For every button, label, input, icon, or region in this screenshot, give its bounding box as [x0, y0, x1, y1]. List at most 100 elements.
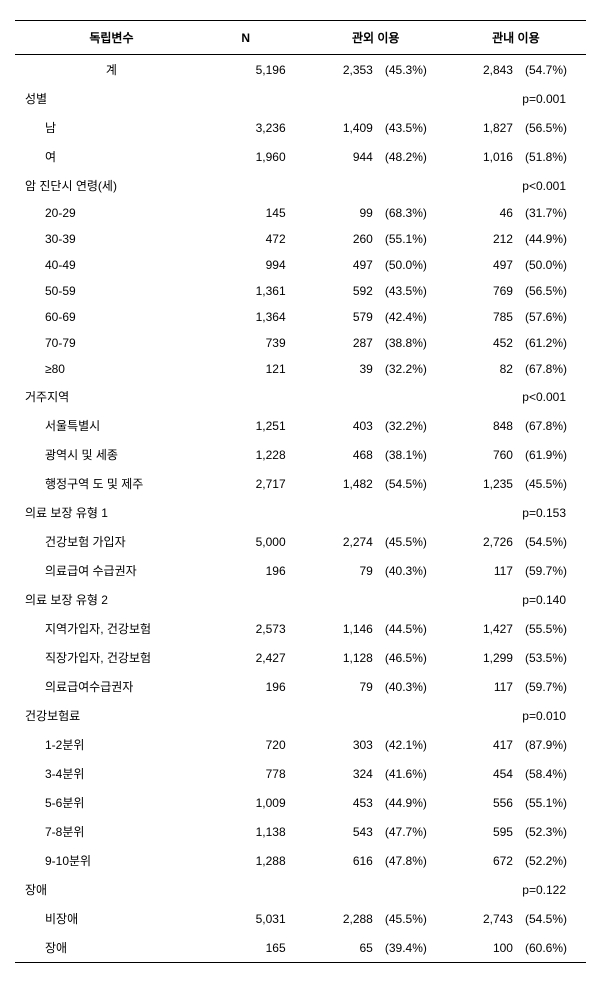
table-row: 70-79739287(38.8%)452(61.2%)	[15, 330, 586, 356]
row-in-pct: (59.7%)	[517, 672, 586, 701]
row-out-pct: (48.2%)	[377, 142, 446, 171]
row-out-n: 453	[306, 788, 377, 817]
table-row: 30-39472260(55.1%)212(44.9%)	[15, 226, 586, 252]
row-label: 건강보험 가입자	[15, 527, 202, 556]
table-row: 5-6분위1,009453(44.9%)556(55.1%)	[15, 788, 586, 817]
row-n: 5,031	[202, 904, 306, 933]
row-in-n: 595	[446, 817, 517, 846]
row-in-n: 1,016	[446, 142, 517, 171]
row-in-pct: (52.2%)	[517, 846, 586, 875]
row-in-n: 1,235	[446, 469, 517, 498]
row-n: 1,228	[202, 440, 306, 469]
row-in-n: 117	[446, 556, 517, 585]
table-row: 남3,2361,409(43.5%)1,827(56.5%)	[15, 113, 586, 142]
group-pvalue: p=0.140	[446, 585, 586, 614]
row-n: 994	[202, 252, 306, 278]
row-out-n: 403	[306, 411, 377, 440]
row-n: 1,251	[202, 411, 306, 440]
total-label: 계	[15, 55, 202, 85]
table-row: 지역가입자, 건강보험2,5731,146(44.5%)1,427(55.5%)	[15, 614, 586, 643]
row-out-pct: (68.3%)	[377, 200, 446, 226]
row-out-pct: (54.5%)	[377, 469, 446, 498]
row-n: 165	[202, 933, 306, 963]
table-row: 여1,960944(48.2%)1,016(51.8%)	[15, 142, 586, 171]
row-label: 40-49	[15, 252, 202, 278]
row-label: ≥80	[15, 356, 202, 382]
row-out-pct: (42.4%)	[377, 304, 446, 330]
row-in-pct: (54.5%)	[517, 904, 586, 933]
row-in-n: 769	[446, 278, 517, 304]
group-pvalue: p=0.153	[446, 498, 586, 527]
row-out-pct: (38.1%)	[377, 440, 446, 469]
group-label: 장애	[15, 875, 202, 904]
row-out-n: 65	[306, 933, 377, 963]
table-row: 7-8분위1,138543(47.7%)595(52.3%)	[15, 817, 586, 846]
row-out-n: 99	[306, 200, 377, 226]
row-label: 행정구역 도 및 제주	[15, 469, 202, 498]
row-out-n: 260	[306, 226, 377, 252]
row-out-pct: (32.2%)	[377, 356, 446, 382]
row-in-n: 452	[446, 330, 517, 356]
row-label: 3-4분위	[15, 759, 202, 788]
total-out-pct: (45.3%)	[377, 55, 446, 85]
row-in-n: 82	[446, 356, 517, 382]
row-out-n: 79	[306, 556, 377, 585]
row-n: 1,960	[202, 142, 306, 171]
row-in-pct: (60.6%)	[517, 933, 586, 963]
table-row: 서울특별시1,251403(32.2%)848(67.8%)	[15, 411, 586, 440]
row-n: 1,138	[202, 817, 306, 846]
table-row: 광역시 및 세종1,228468(38.1%)760(61.9%)	[15, 440, 586, 469]
row-label: 남	[15, 113, 202, 142]
row-out-pct: (55.1%)	[377, 226, 446, 252]
table-row: 장애16565(39.4%)100(60.6%)	[15, 933, 586, 963]
row-in-pct: (67.8%)	[517, 411, 586, 440]
group-pvalue: p=0.010	[446, 701, 586, 730]
row-in-n: 1,827	[446, 113, 517, 142]
row-in-n: 785	[446, 304, 517, 330]
table-row: 직장가입자, 건강보험2,4271,128(46.5%)1,299(53.5%)	[15, 643, 586, 672]
row-out-pct: (50.0%)	[377, 252, 446, 278]
table-row: 40-49994497(50.0%)497(50.0%)	[15, 252, 586, 278]
row-n: 778	[202, 759, 306, 788]
row-label: 30-39	[15, 226, 202, 252]
row-n: 1,361	[202, 278, 306, 304]
group-header-row: 건강보험료 p=0.010	[15, 701, 586, 730]
row-in-n: 760	[446, 440, 517, 469]
group-pvalue: p=0.122	[446, 875, 586, 904]
row-label: 직장가입자, 건강보험	[15, 643, 202, 672]
row-in-pct: (44.9%)	[517, 226, 586, 252]
row-out-n: 1,146	[306, 614, 377, 643]
table-row: ≥8012139(32.2%)82(67.8%)	[15, 356, 586, 382]
group-header-row: 거주지역p<0.001	[15, 382, 586, 411]
table-row: 비장애5,0312,288(45.5%)2,743(54.5%)	[15, 904, 586, 933]
row-in-pct: (61.9%)	[517, 440, 586, 469]
row-label: 1-2분위	[15, 730, 202, 759]
row-in-n: 2,726	[446, 527, 517, 556]
row-out-pct: (42.1%)	[377, 730, 446, 759]
total-out-n: 2,353	[306, 55, 377, 85]
row-label: 여	[15, 142, 202, 171]
row-out-n: 2,274	[306, 527, 377, 556]
row-n: 196	[202, 556, 306, 585]
header-in-use: 관내 이용	[446, 21, 586, 55]
row-in-pct: (31.7%)	[517, 200, 586, 226]
header-n: N	[202, 21, 306, 55]
row-out-n: 616	[306, 846, 377, 875]
row-in-n: 212	[446, 226, 517, 252]
row-out-n: 468	[306, 440, 377, 469]
row-in-pct: (45.5%)	[517, 469, 586, 498]
row-out-pct: (39.4%)	[377, 933, 446, 963]
row-in-n: 556	[446, 788, 517, 817]
group-pvalue: p<0.001	[446, 382, 586, 411]
table-row: 건강보험 가입자5,0002,274(45.5%)2,726(54.5%)	[15, 527, 586, 556]
row-n: 1,009	[202, 788, 306, 817]
row-n: 739	[202, 330, 306, 356]
row-label: 70-79	[15, 330, 202, 356]
group-label: 건강보험료	[15, 701, 202, 730]
row-out-pct: (38.8%)	[377, 330, 446, 356]
group-pvalue: p<0.001	[446, 171, 586, 200]
row-out-pct: (47.8%)	[377, 846, 446, 875]
table-row: 의료급여수급권자19679(40.3%)117(59.7%)	[15, 672, 586, 701]
row-out-n: 579	[306, 304, 377, 330]
row-out-n: 324	[306, 759, 377, 788]
